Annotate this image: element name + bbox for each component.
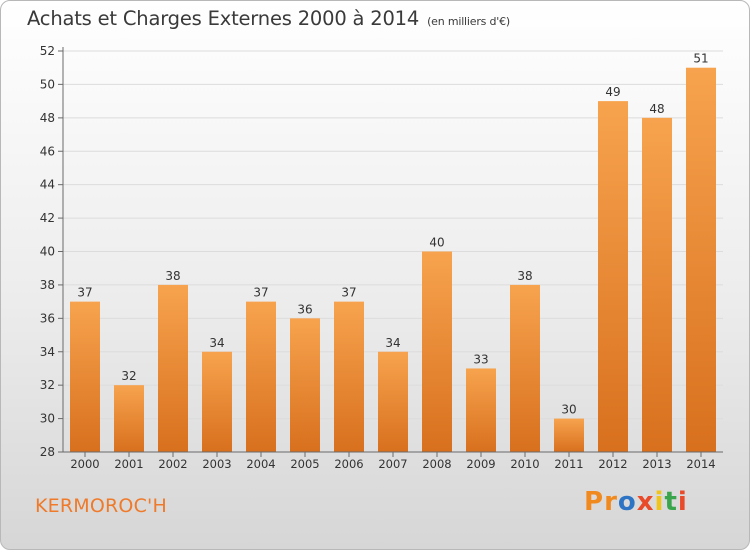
y-tick-label: 46 <box>40 144 55 158</box>
axes <box>58 47 723 457</box>
x-tick-label: 2000 <box>70 457 99 471</box>
data-label: 49 <box>605 85 620 99</box>
data-label: 37 <box>341 286 356 300</box>
x-tick-label: 2005 <box>290 457 319 471</box>
bar-2010 <box>510 284 540 452</box>
y-tick-label: 44 <box>40 178 55 192</box>
data-label: 36 <box>297 302 312 316</box>
y-tick-label: 48 <box>40 111 55 125</box>
data-label: 38 <box>517 269 532 283</box>
x-tick-label: 2013 <box>642 457 671 471</box>
data-label: 34 <box>385 336 400 350</box>
bar-2007 <box>378 351 408 452</box>
data-label: 37 <box>253 286 268 300</box>
y-tick-label: 52 <box>40 44 55 58</box>
bar-2005 <box>290 318 320 452</box>
y-tick-label: 32 <box>40 378 55 392</box>
x-tick-label: 2007 <box>378 457 407 471</box>
chart-title: Achats et Charges Externes 2000 à 2014 <box>27 7 420 30</box>
logo-letter: P <box>584 487 605 517</box>
bar-2004 <box>246 301 276 452</box>
x-tick-label: 2008 <box>422 457 451 471</box>
x-tick-label: 2012 <box>598 457 627 471</box>
y-tick-label: 28 <box>40 445 55 459</box>
logo-letter: t <box>664 487 678 517</box>
data-label: 30 <box>561 403 576 417</box>
bar-2001 <box>114 385 144 452</box>
y-tick-label: 42 <box>40 211 55 225</box>
bar-2003 <box>202 351 232 452</box>
bars <box>70 67 716 452</box>
data-label: 37 <box>77 286 92 300</box>
x-tick-label: 2002 <box>158 457 187 471</box>
data-label: 34 <box>209 336 224 350</box>
chart-subtitle: (en milliers d'€) <box>427 15 510 28</box>
bar-2008 <box>422 251 452 452</box>
x-tick-label: 2014 <box>686 457 715 471</box>
labels: 28 30 32 34 36 38 40 42 44 46 48 50 52 37 2000 32 2001 38… <box>40 44 716 471</box>
y-tick-label: 40 <box>40 245 55 259</box>
bar-2013 <box>642 117 672 452</box>
data-label: 38 <box>165 269 180 283</box>
y-tick-label: 30 <box>40 412 55 426</box>
logo-letter: i <box>654 487 665 517</box>
x-tick-label: 2010 <box>510 457 539 471</box>
data-label: 40 <box>429 236 444 250</box>
logo-letter: i <box>677 487 688 517</box>
y-tick-label: 38 <box>40 278 55 292</box>
x-tick-label: 2011 <box>554 457 583 471</box>
data-label: 33 <box>473 352 488 366</box>
x-tick-label: 2006 <box>334 457 363 471</box>
logo-letter: o <box>617 487 637 517</box>
x-tick-label: 2009 <box>466 457 495 471</box>
y-tick-label: 36 <box>40 311 55 325</box>
bar-2014 <box>686 67 716 452</box>
logo-letter: r <box>604 487 618 517</box>
y-tick-label: 34 <box>40 345 55 359</box>
x-tick-label: 2003 <box>202 457 231 471</box>
bar-2009 <box>466 368 496 452</box>
bar-2012 <box>598 101 628 452</box>
bar-2000 <box>70 301 100 452</box>
commune-name: KERMOROC'H <box>35 495 167 517</box>
data-label: 48 <box>649 102 664 116</box>
logo-letter: x <box>636 487 655 517</box>
data-label: 51 <box>693 52 708 66</box>
data-label: 32 <box>121 369 136 383</box>
y-tick-label: 50 <box>40 77 55 91</box>
chart-title-block: Achats et Charges Externes 2000 à 2014 (e… <box>27 7 510 30</box>
x-tick-label: 2001 <box>114 457 143 471</box>
bar-2006 <box>334 301 364 452</box>
bar-2002 <box>158 284 188 452</box>
bar-2011 <box>554 418 584 452</box>
x-tick-label: 2004 <box>246 457 275 471</box>
proxiti-logo[interactable]: Proxiti <box>584 487 688 517</box>
